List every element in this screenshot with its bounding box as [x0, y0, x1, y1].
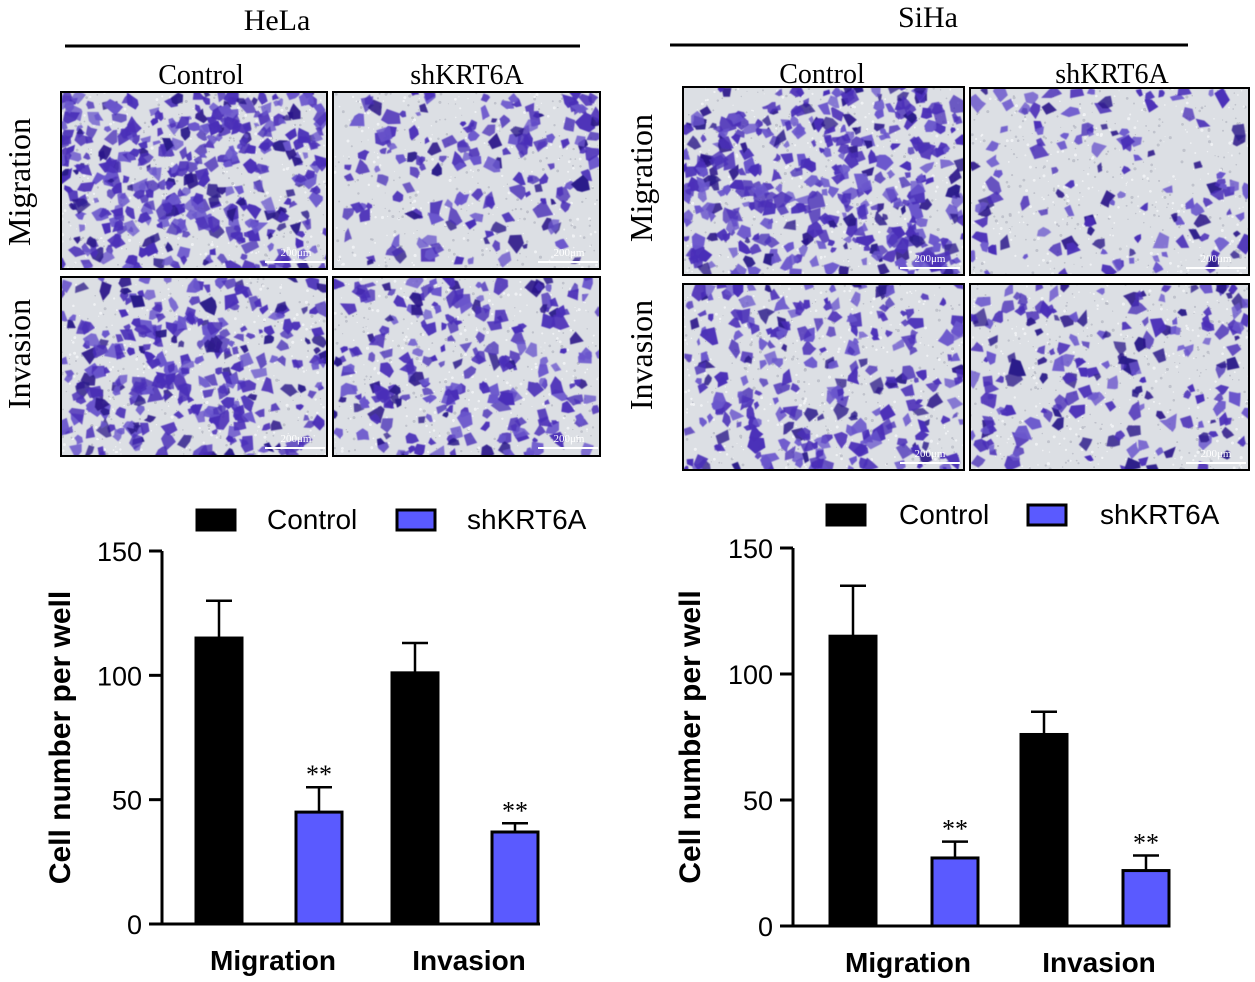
image-border: [60, 91, 328, 270]
legend-label-0: Control: [899, 499, 989, 530]
x-tick-label: Migration: [210, 945, 336, 976]
x-tick-label: Invasion: [412, 945, 526, 976]
siha-label-control: Control: [779, 59, 865, 90]
siha-scale-bars: 200μm 200μm 200μm 200μm: [900, 253, 1246, 464]
siha-row-invasion: Invasion: [623, 300, 659, 410]
legend-swatch-1: [1026, 503, 1068, 527]
legend-label-1: shKRT6A: [1100, 499, 1220, 530]
hela-control-invasion-image: [60, 276, 328, 457]
field-background: [970, 88, 1249, 275]
significance-mark: **: [942, 815, 968, 844]
hela-control-migration-image: [60, 91, 328, 270]
y-tick-label: 0: [758, 912, 773, 942]
legend-swatch-0: [825, 503, 867, 527]
bar-control-invasion: [390, 671, 440, 926]
hela-row-migration: Migration: [1, 118, 37, 246]
scale-bar-label: 200μm: [1201, 448, 1232, 460]
y-tick-label: 50: [112, 786, 142, 816]
siha-shkrt6a-migration-image: [969, 87, 1250, 276]
image-border: [969, 87, 1250, 276]
hela-label-control: Control: [158, 60, 244, 91]
siha-bar-chart: Control shKRT6A 0 50 100 150 Cell number per w…: [674, 499, 1220, 978]
scale-bar-label: 200μm: [915, 448, 946, 460]
scale-bar-label: 200μm: [1201, 253, 1232, 265]
bar-shkrt6a-migration: [294, 810, 344, 926]
scale-bar-label: 200μm: [281, 247, 312, 259]
scale-bar-label: 200μm: [915, 253, 946, 265]
bar-control-migration: [828, 634, 878, 928]
y-tick-label: 50: [743, 786, 773, 816]
bar-control-migration: [194, 636, 244, 926]
hela-scale-bars: 200μm 200μm 200μm 200μm: [265, 247, 598, 449]
bar-control-invasion: [1019, 732, 1069, 928]
bar-shkrt6a-invasion: [490, 830, 540, 926]
legend-swatch-1: [395, 508, 437, 532]
bar-shkrt6a-invasion: [1121, 869, 1171, 928]
y-axis-label: Cell number per well: [674, 590, 707, 883]
significance-mark: **: [502, 796, 528, 825]
y-tick-label: 100: [728, 660, 773, 690]
image-border: [60, 276, 328, 457]
y-tick-label: 100: [97, 661, 142, 691]
scale-bar-label: 200μm: [554, 247, 585, 259]
siha-title: SiHa: [898, 1, 958, 34]
y-axis-label: Cell number per well: [44, 591, 77, 884]
hela-title: HeLa: [244, 4, 311, 37]
hela-image-panel: HeLa Control shKRT6A Migration Invasion …: [1, 4, 601, 457]
siha-row-migration: Migration: [623, 114, 659, 242]
hela-label-shkrt6a: shKRT6A: [410, 60, 524, 91]
image-border: [332, 276, 601, 457]
x-tick-label: Invasion: [1042, 947, 1156, 978]
siha-control-invasion-image: [682, 283, 965, 471]
hela-row-invasion: Invasion: [1, 299, 37, 409]
siha-shkrt6a-invasion-image: [969, 283, 1250, 471]
y-tick-label: 150: [97, 537, 142, 567]
y-tick-label: 150: [728, 534, 773, 564]
siha-image-panel: SiHa Control shKRT6A Migration Invasion …: [623, 1, 1250, 471]
siha-label-shkrt6a: shKRT6A: [1055, 59, 1169, 90]
image-border: [682, 86, 965, 276]
legend-label-1: shKRT6A: [467, 504, 587, 535]
significance-mark: **: [306, 760, 332, 789]
hela-shkrt6a-invasion-image: [332, 276, 601, 457]
legend-label-0: Control: [267, 504, 357, 535]
y-tick-label: 0: [127, 910, 142, 940]
bar-shkrt6a-migration: [930, 856, 980, 928]
scale-bar-label: 200μm: [554, 433, 585, 445]
significance-mark: **: [1133, 828, 1159, 857]
hela-bar-chart: Control shKRT6A 0 50 100 150 Cell number per w…: [44, 504, 587, 976]
siha-control-migration-image: [682, 86, 965, 276]
image-border: [682, 283, 965, 471]
hela-shkrt6a-migration-image: [332, 91, 601, 270]
image-border: [969, 283, 1250, 471]
legend-swatch-0: [195, 508, 237, 532]
scale-bar-label: 200μm: [281, 433, 312, 445]
x-tick-label: Migration: [845, 947, 971, 978]
image-border: [332, 91, 601, 270]
